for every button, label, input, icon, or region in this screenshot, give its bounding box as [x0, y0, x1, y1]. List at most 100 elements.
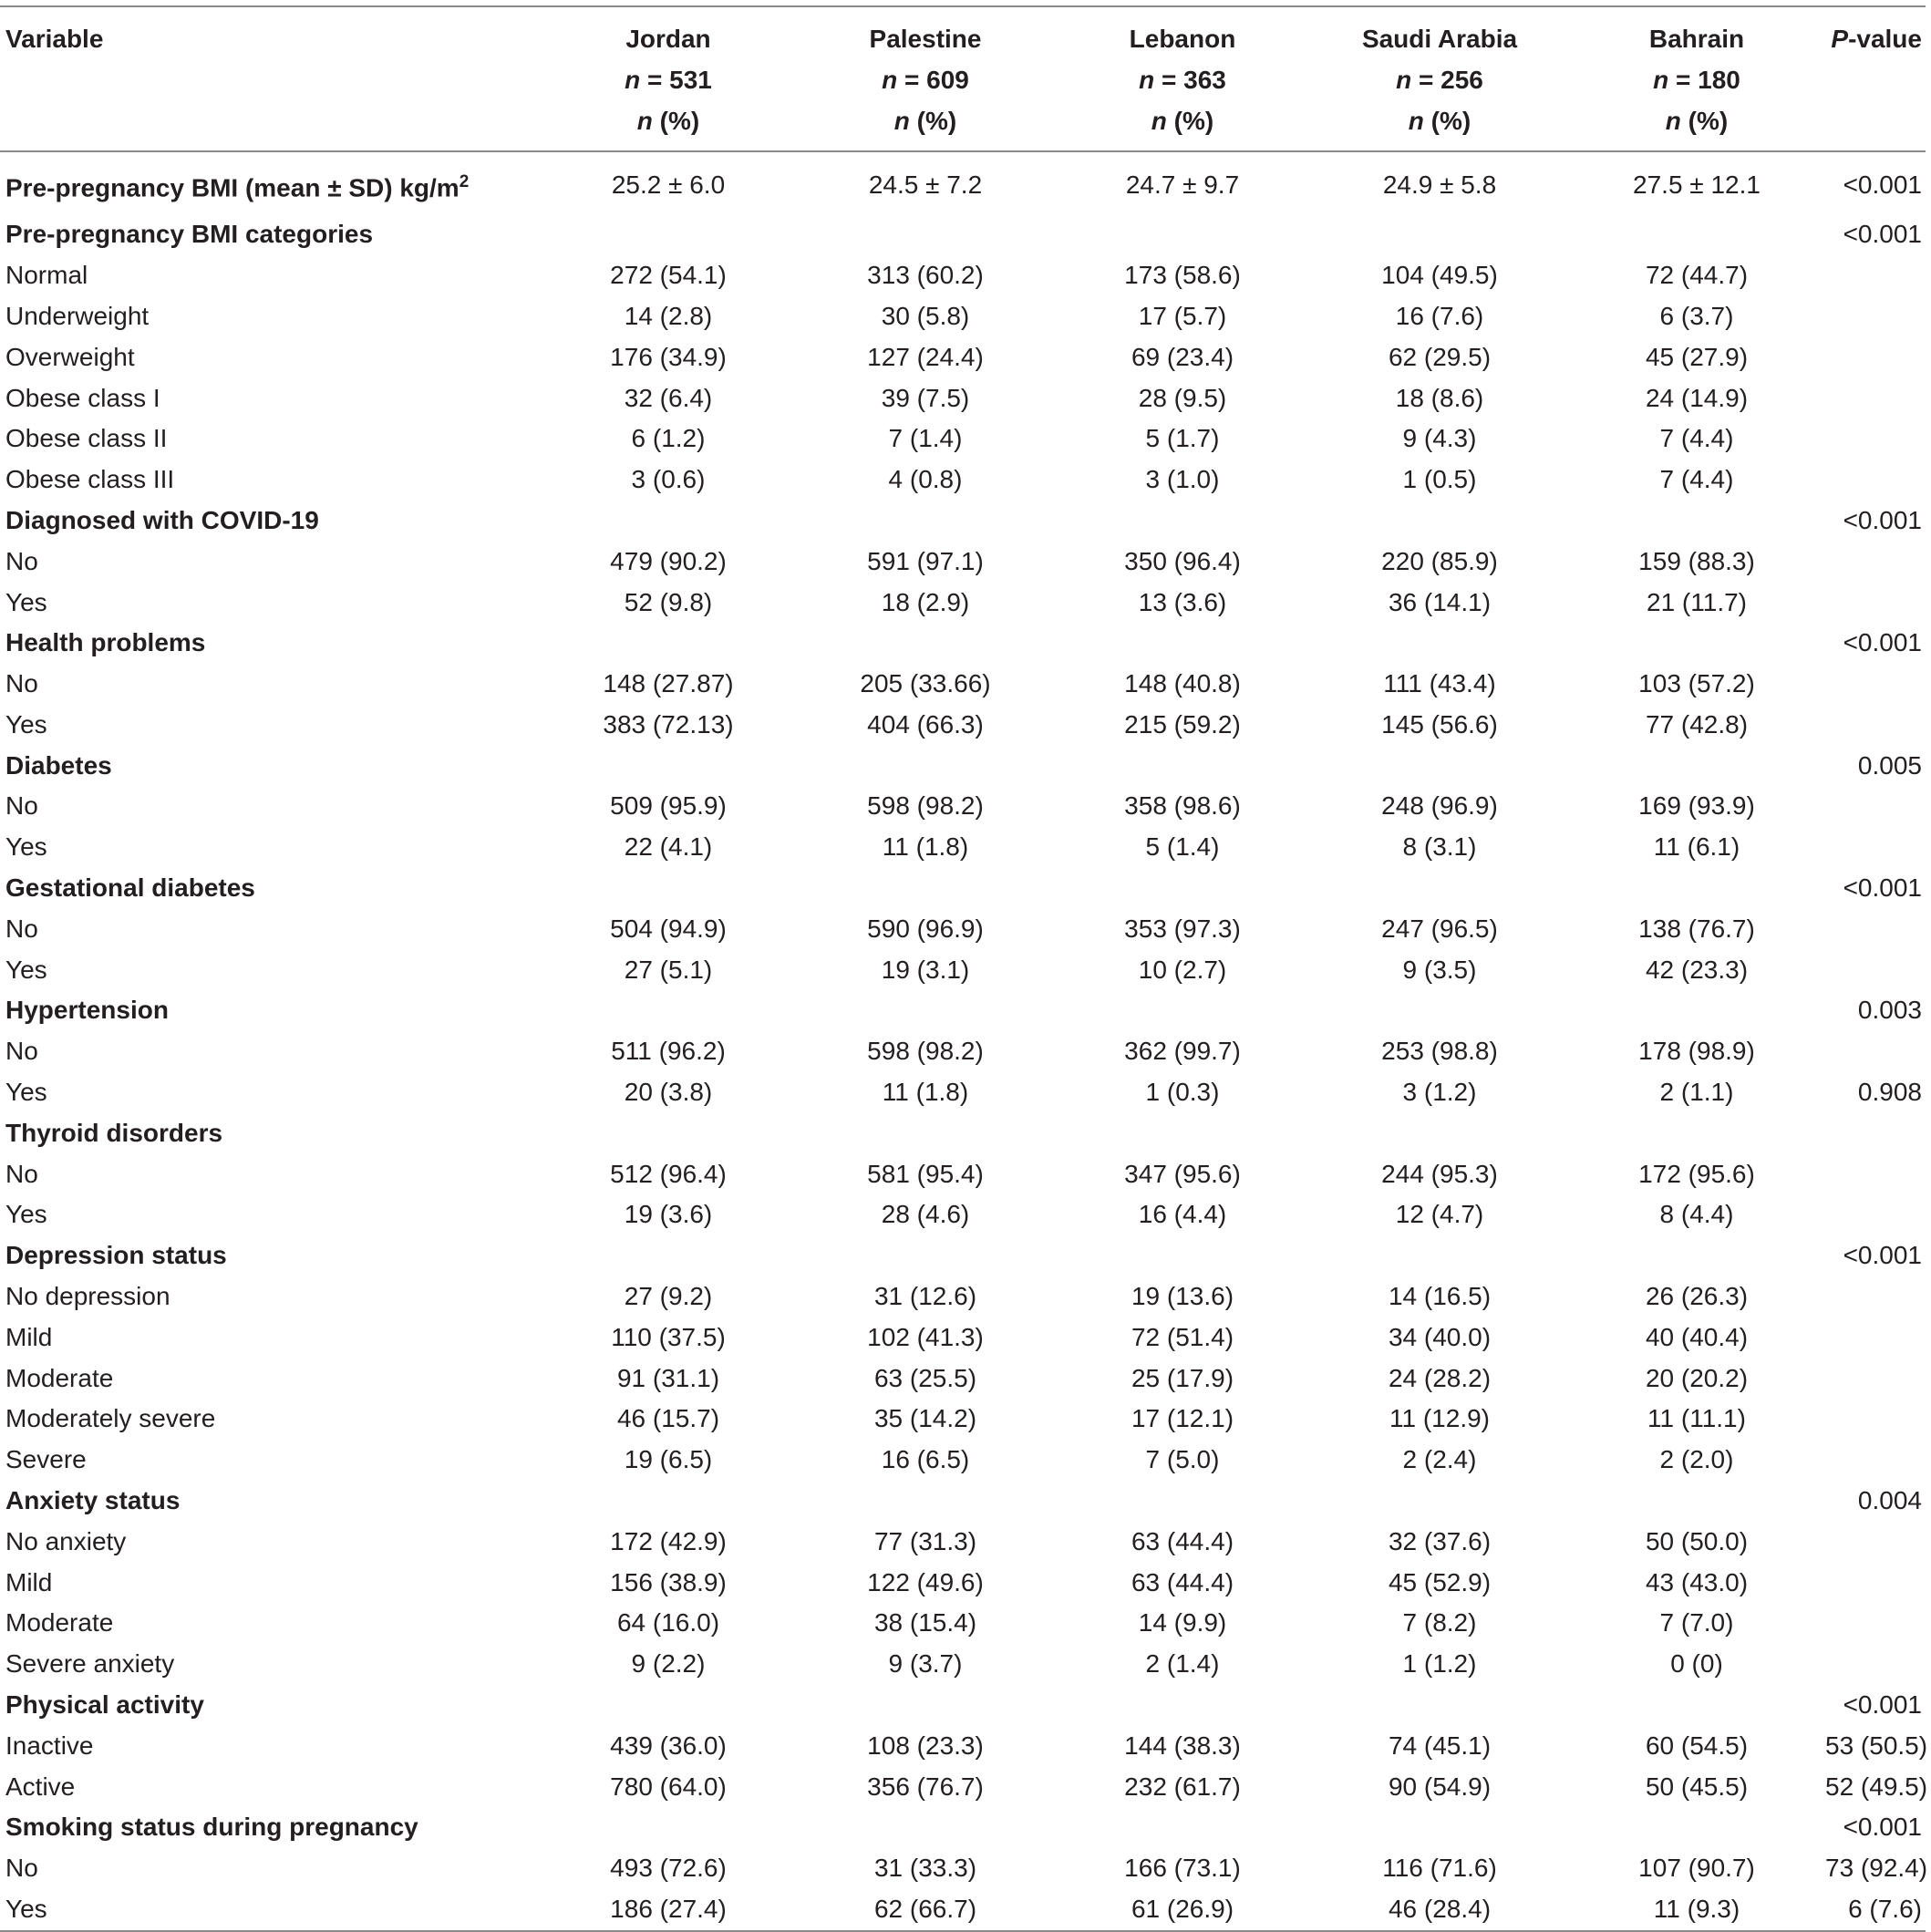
cell-bahrain: 43 (43.0)	[1645, 1567, 1749, 1596]
cell-saudi-arabia: 12 (4.7)	[1395, 1200, 1484, 1229]
cell-p-value	[1825, 1194, 1926, 1235]
cell-palestine: 39 (7.5)	[881, 383, 970, 412]
table-row: No 493 (72.6) 31 (33.3) 166 (73.1) 116 (71.6…	[0, 1848, 1927, 1889]
cell-p-value	[1825, 1522, 1926, 1563]
row-label: No	[0, 786, 540, 827]
row-label: Moderate	[0, 1359, 540, 1400]
n-symbol: n	[625, 66, 641, 94]
header-country-saudi-arabia: Saudi Arabia n = 256 n (%)	[1311, 6, 1568, 151]
row-label-text: Severe	[5, 1445, 87, 1474]
row-label: Depression status	[0, 1235, 540, 1276]
cell-jordan	[540, 623, 797, 664]
cell-saudi-arabia: 104 (49.5)	[1381, 261, 1498, 290]
cell-p-value	[1825, 664, 1926, 705]
row-label: Overweight	[0, 337, 540, 378]
cell-jordan: 25.2 ± 6.0	[611, 170, 726, 200]
section-header-row: Hypertension 0.003	[0, 990, 1926, 1031]
cell-p-value	[1825, 1399, 1926, 1440]
country-unit: n (%)	[797, 100, 1054, 141]
table-row: Yes 27 (5.1) 19 (3.1) 10 (2.7) 9 (3.5) 42 (23…	[0, 950, 1926, 991]
cell-bahrain: 11 (6.1)	[1653, 832, 1740, 862]
cell-palestine	[797, 746, 1054, 787]
row-label-text: Inactive	[5, 1731, 94, 1760]
section-header-row: Depression status <0.001	[0, 1235, 1926, 1276]
cell-lebanon: 358 (98.6)	[1124, 791, 1241, 821]
cell-bahrain	[1568, 746, 1825, 787]
row-label: Underweight	[0, 296, 540, 337]
cell-lebanon: 347 (95.6)	[1124, 1159, 1241, 1188]
row-label: No	[0, 1154, 540, 1195]
row-label: Moderate	[0, 1603, 540, 1644]
cell-lebanon: 63 (44.4)	[1131, 1567, 1234, 1596]
cell-jordan: 156 (38.9)	[610, 1567, 727, 1596]
table-body: Pre-pregnancy BMI (mean ± SD) kg/m2 25.2 …	[0, 151, 1927, 1931]
cell-lebanon: 16 (4.4)	[1138, 1200, 1227, 1229]
country-name: Saudi Arabia	[1361, 25, 1518, 53]
cell-lebanon: 144 (38.3)	[1124, 1731, 1241, 1760]
row-label: Thyroid disorders	[0, 1113, 540, 1154]
cell-lebanon	[1054, 623, 1311, 664]
cell-bahrain	[1568, 1481, 1825, 1522]
row-label: Mild	[0, 1317, 540, 1359]
table-row: No 511 (96.2) 598 (98.2) 362 (99.7) 253 (98.…	[0, 1031, 1926, 1072]
header-country-palestine: Palestine n = 609 n (%)	[797, 6, 1054, 151]
cell-bahrain: 7 (4.4)	[1659, 465, 1734, 494]
cell-p-value	[1825, 542, 1926, 583]
p-value-suffix: -value	[1848, 25, 1922, 53]
cell-p-value	[1825, 1603, 1926, 1644]
percent-label: (%)	[909, 107, 957, 135]
row-label-text: Yes	[5, 709, 47, 739]
cell-p-value	[1825, 909, 1926, 950]
cell-palestine: 404 (66.3)	[867, 709, 984, 739]
table-row: No 512 (96.4) 581 (95.4) 347 (95.6) 244 (95.…	[0, 1154, 1926, 1195]
cell-bahrain: 20 (20.2)	[1645, 1363, 1749, 1392]
unit-superscript: 2	[459, 172, 470, 191]
row-label-text: No	[5, 914, 38, 943]
cell-jordan	[540, 990, 797, 1031]
section-header-row: Anxiety status 0.004	[0, 1481, 1926, 1522]
cell-p-value	[1825, 950, 1926, 991]
cell-jordan: 479 (90.2)	[610, 546, 727, 575]
cell-palestine: 24.5 ± 7.2	[868, 170, 983, 200]
cell-lebanon: 19 (13.6)	[1131, 1282, 1234, 1311]
cell-lebanon: 1 (0.3)	[1145, 1078, 1220, 1107]
table-row: Yes 186 (27.4) 62 (66.7) 61 (26.9) 46 (28.4)…	[0, 1889, 1926, 1931]
cell-palestine: 205 (33.66)	[860, 669, 991, 698]
cell-jordan: 19 (6.5)	[624, 1445, 713, 1474]
row-label: No	[0, 1031, 540, 1072]
cell-jordan: 14 (2.8)	[624, 301, 713, 330]
cell-bahrain: 7 (4.4)	[1659, 424, 1734, 453]
cell-palestine: 16 (6.5)	[881, 1445, 970, 1474]
cell-bahrain: 72 (44.7)	[1645, 261, 1749, 290]
cell-p-value	[1825, 1276, 1926, 1317]
table-row: Moderate 91 (31.1) 63 (25.5) 25 (17.9) 24 (2…	[0, 1359, 1926, 1400]
cell-saudi-arabia: 220 (85.9)	[1381, 546, 1498, 575]
table-row: No anxiety 172 (42.9) 77 (31.3) 63 (44.4) 32…	[0, 1522, 1926, 1563]
cell-p-value	[1825, 786, 1926, 827]
cell-lebanon: 5 (1.4)	[1145, 832, 1220, 862]
cell-saudi-arabia: 116 (71.6)	[1382, 1854, 1497, 1883]
cell-lebanon	[1054, 868, 1311, 909]
cell-palestine: 356 (76.7)	[867, 1772, 984, 1801]
cell-lebanon: 166 (73.1)	[1124, 1854, 1241, 1883]
table-row: No 479 (90.2) 591 (97.1) 350 (96.4) 220 (85.…	[0, 542, 1926, 583]
cell-palestine: 30 (5.8)	[881, 301, 970, 330]
row-label-text: Yes	[5, 1078, 47, 1107]
row-label-text: Hypertension	[5, 996, 169, 1025]
cell-bahrain: 169 (93.9)	[1638, 791, 1755, 821]
row-label: Inactive	[0, 1726, 540, 1767]
row-label: No	[0, 909, 540, 950]
row-label: Diabetes	[0, 746, 540, 787]
cell-bahrain: 26 (26.3)	[1645, 1282, 1749, 1311]
cell-lebanon	[1054, 1685, 1311, 1726]
row-label-text: Active	[5, 1772, 76, 1801]
sample-size-value: 363	[1183, 66, 1226, 94]
cell-jordan	[540, 1685, 797, 1726]
cell-p-value: 0.005	[1857, 750, 1922, 780]
row-label-text: Yes	[5, 832, 47, 862]
header-p-value: P-value	[1825, 6, 1926, 151]
cell-bahrain: 40 (40.4)	[1645, 1322, 1749, 1351]
table-row: Obese class III 3 (0.6) 4 (0.8) 3 (1.0) 1 (0…	[0, 460, 1926, 501]
cell-palestine: 77 (31.3)	[873, 1526, 977, 1555]
cell-saudi-arabia: 46 (28.4)	[1388, 1895, 1492, 1923]
